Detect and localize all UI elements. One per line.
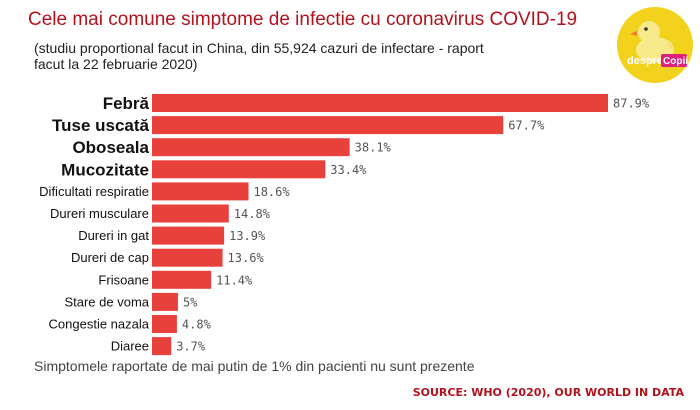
value-label: 13.9%	[229, 229, 266, 243]
value-label: 13.6%	[228, 251, 265, 265]
category-label: Oboseala	[72, 138, 149, 157]
value-label: 18.6%	[253, 185, 290, 199]
category-label: Tuse uscată	[52, 116, 150, 135]
value-label: 5%	[183, 295, 198, 309]
logo-text-suffix: Copii	[663, 56, 688, 67]
value-label: 4.8%	[182, 318, 212, 332]
category-label: Dureri musculare	[50, 206, 149, 221]
bar	[152, 116, 504, 135]
category-label: Dureri de cap	[71, 250, 149, 265]
symptoms-bar-chart: Febră 87.9% Tuse uscată 67.7% Oboseala 38.1% M…	[39, 94, 650, 356]
bar	[152, 182, 249, 201]
logo-text-prefix: despre	[627, 55, 663, 67]
category-label: Dificultati respiratie	[39, 184, 149, 199]
category-label: Stare de voma	[64, 294, 149, 309]
chart-subtitle: (studiu proportional facut in China, din…	[34, 40, 484, 72]
value-label: 67.7%	[508, 119, 545, 133]
bar	[152, 270, 212, 289]
bar	[152, 138, 350, 157]
bar	[152, 160, 326, 179]
value-label: 33.4%	[330, 163, 367, 177]
bar	[152, 315, 177, 333]
chart-footnote: Simptomele raportate de mai putin de 1% …	[34, 358, 475, 374]
category-label: Dureri in gat	[78, 228, 149, 243]
bar	[152, 337, 172, 356]
bar	[152, 204, 229, 223]
chart-title: Cele mai comune simptome de infectie cu …	[28, 9, 578, 30]
value-label: 3.7%	[176, 340, 206, 354]
value-label: 38.1%	[355, 141, 392, 155]
category-label: Mucozitate	[61, 160, 149, 179]
category-label: Congestie nazala	[49, 317, 150, 332]
category-label: Diaree	[111, 339, 149, 354]
bar	[152, 292, 178, 311]
chart-source: SOURCE: WHO (2020), OUR WORLD IN DATA	[412, 386, 684, 399]
bar	[152, 94, 608, 112]
despre-copii-logo: despre Copii	[617, 7, 693, 83]
category-label: Frisoane	[98, 272, 149, 287]
category-label: Febră	[103, 94, 150, 113]
value-label: 87.9%	[613, 97, 650, 111]
value-label: 14.8%	[234, 207, 271, 221]
bar	[152, 248, 223, 267]
bar	[152, 226, 225, 245]
value-label: 11.4%	[216, 273, 253, 287]
